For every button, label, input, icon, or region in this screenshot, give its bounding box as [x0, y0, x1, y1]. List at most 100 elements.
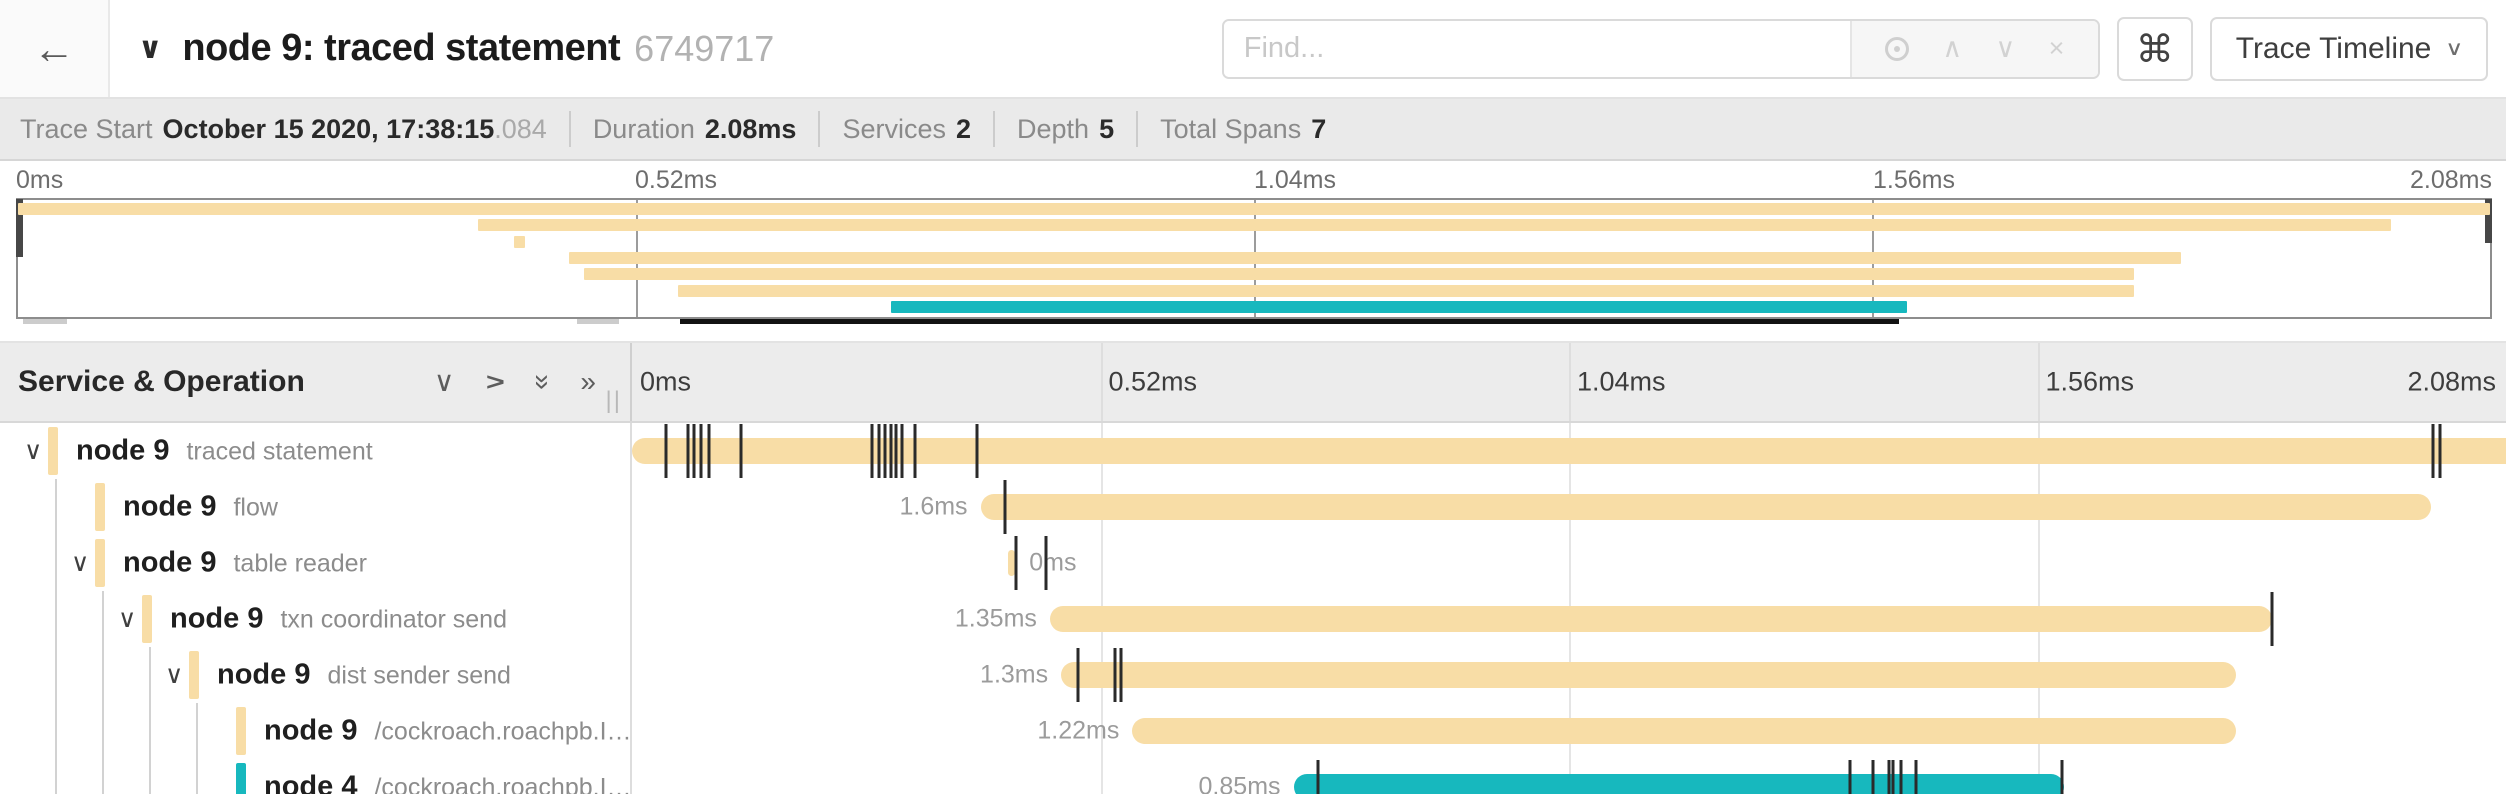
span-tree-toggle-icon[interactable]: ∨ — [165, 661, 184, 689]
span-log-tick — [883, 424, 887, 478]
span-log-tick — [1914, 760, 1918, 794]
span-log-tick — [870, 424, 874, 478]
span-name-cell[interactable]: ∨ node 9 txn coordinator send — [0, 591, 632, 647]
span-tree-toggle-icon[interactable]: ∨ — [24, 437, 43, 465]
span-bar-cell[interactable]: 1.35ms — [632, 591, 2506, 647]
span-row: ∨ node 9 table reader 0ms — [0, 535, 2506, 591]
span-bar-cell[interactable]: 0ms — [632, 535, 2506, 591]
minimap-underline-segment — [576, 319, 619, 324]
column-resizer[interactable]: || — [605, 387, 622, 414]
span-name-cell[interactable]: node 4/cockroach.roachpb.I… — [0, 759, 632, 794]
minimap-tick-label: 0.52ms — [635, 166, 717, 194]
span-log-tick — [1316, 760, 1320, 794]
indent-guide — [55, 703, 57, 759]
minimap-span-bar — [18, 203, 2490, 215]
service-operation-title: Service & Operation — [18, 365, 305, 398]
span-log-tick — [1113, 648, 1117, 702]
expand-all-icon[interactable]: » — [527, 374, 559, 390]
span-color-chip — [142, 595, 152, 643]
back-button[interactable]: ← — [0, 0, 110, 97]
span-duration-label: 1.35ms — [954, 604, 1037, 633]
span-log-tick — [1848, 760, 1852, 794]
info-label: Services — [842, 114, 946, 144]
span-bar-cell[interactable]: 1.3ms — [632, 647, 2506, 703]
minimap-tick-label: 2.08ms — [2410, 166, 2492, 194]
view-dropdown[interactable]: Trace Timeline ∨ — [2209, 16, 2488, 81]
span-service-name: node 4 — [264, 770, 358, 794]
span-rows: ∨ node 9 traced statement node 9 flow 1.6ms ∨ n… — [0, 423, 2506, 794]
span-log-tick — [664, 424, 668, 478]
timeline-tick-label: 1.56ms — [2045, 366, 2135, 397]
span-log-tick — [1899, 760, 1903, 794]
span-row: ∨ node 9 traced statement — [0, 423, 2506, 479]
collapse-one-icon[interactable]: ∨ — [478, 371, 510, 393]
span-bar-cell[interactable] — [632, 423, 2506, 479]
info-value: October 15 2020, 17:38:15 — [162, 114, 495, 144]
indent-guide — [55, 535, 57, 591]
next-match-icon[interactable]: ∨ — [1995, 33, 2016, 63]
span-name-cell[interactable]: node 9 flow — [0, 479, 632, 535]
span-service-name: node 9 — [123, 490, 217, 523]
span-bar[interactable] — [1132, 718, 2237, 744]
indent-guide — [55, 647, 57, 703]
span-bar[interactable] — [1061, 662, 2237, 688]
minimap-span-bar — [678, 284, 2135, 297]
indent-guide — [55, 591, 57, 647]
span-log-tick — [1119, 648, 1123, 702]
info-label: Trace Start — [20, 114, 153, 144]
span-log-tick — [894, 424, 898, 478]
collapse-all-icon[interactable]: » — [580, 366, 596, 397]
indent-guide — [196, 703, 198, 759]
span-bar[interactable] — [632, 438, 2506, 464]
span-log-tick — [1891, 760, 1895, 794]
expand-one-icon[interactable]: ∨ — [433, 366, 455, 397]
span-bar-cell[interactable]: 1.22ms — [632, 703, 2506, 759]
span-log-tick — [2060, 760, 2064, 794]
span-log-tick — [686, 424, 690, 478]
span-log-tick — [1044, 536, 1048, 590]
span-log-tick — [2270, 592, 2274, 646]
keyboard-shortcuts-button[interactable]: ⌘ — [2116, 16, 2193, 81]
span-bar[interactable] — [1293, 774, 2064, 794]
find-input[interactable] — [1223, 20, 1850, 77]
span-bar[interactable] — [1007, 550, 1016, 576]
span-log-tick — [1014, 536, 1018, 590]
span-log-tick — [1076, 648, 1080, 702]
timeline-tick-label: 0ms — [640, 366, 692, 397]
minimap-scrubber-left[interactable] — [16, 199, 23, 257]
info-item: Depth 5 — [993, 111, 1136, 147]
span-operation-name: table reader — [233, 549, 367, 578]
span-name-cell[interactable]: ∨ node 9 traced statement — [0, 423, 632, 479]
indent-guide — [102, 591, 104, 647]
span-name-cell[interactable]: ∨ node 9 dist sender send — [0, 647, 632, 703]
span-service-name: node 9 — [76, 434, 170, 467]
locate-icon[interactable] — [1885, 36, 1910, 61]
span-tree-toggle-icon[interactable]: ∨ — [71, 549, 90, 577]
info-item: Total Spans 7 — [1136, 111, 1348, 147]
span-bar[interactable] — [1049, 606, 2272, 632]
info-value: 5 — [1099, 114, 1115, 144]
span-duration-label: 1.3ms — [980, 660, 1049, 689]
prev-match-icon[interactable]: ∧ — [1942, 33, 1963, 63]
span-bar-cell[interactable]: 1.6ms — [632, 479, 2506, 535]
span-color-chip — [95, 483, 105, 531]
span-service-name: node 9 — [264, 714, 358, 747]
span-duration-label: 1.22ms — [1037, 716, 1120, 745]
minimap-canvas[interactable] — [16, 198, 2492, 324]
info-value: 2.08ms — [704, 114, 797, 144]
minimap-scrubber-right[interactable] — [2485, 199, 2492, 243]
span-name-cell[interactable]: node 9/cockroach.roachpb.I… — [0, 703, 632, 759]
header-gridline — [2037, 343, 2040, 421]
span-name-cell[interactable]: ∨ node 9 table reader — [0, 535, 632, 591]
clear-search-icon[interactable]: × — [2048, 33, 2065, 63]
indent-guide — [102, 703, 104, 759]
span-tree-toggle-icon[interactable]: ∨ — [118, 605, 137, 633]
span-bar-cell[interactable]: 0.85ms — [632, 759, 2506, 794]
collapse-trace-chevron-icon[interactable]: ∨ — [138, 32, 163, 65]
info-item: Services 2 — [818, 111, 993, 147]
span-bar[interactable] — [980, 494, 2432, 520]
indent-guide — [149, 703, 151, 759]
minimap-ticks: 0ms 0.52ms 1.04ms 1.56ms 2.08ms — [16, 166, 2492, 196]
info-label: Total Spans — [1160, 114, 1302, 144]
